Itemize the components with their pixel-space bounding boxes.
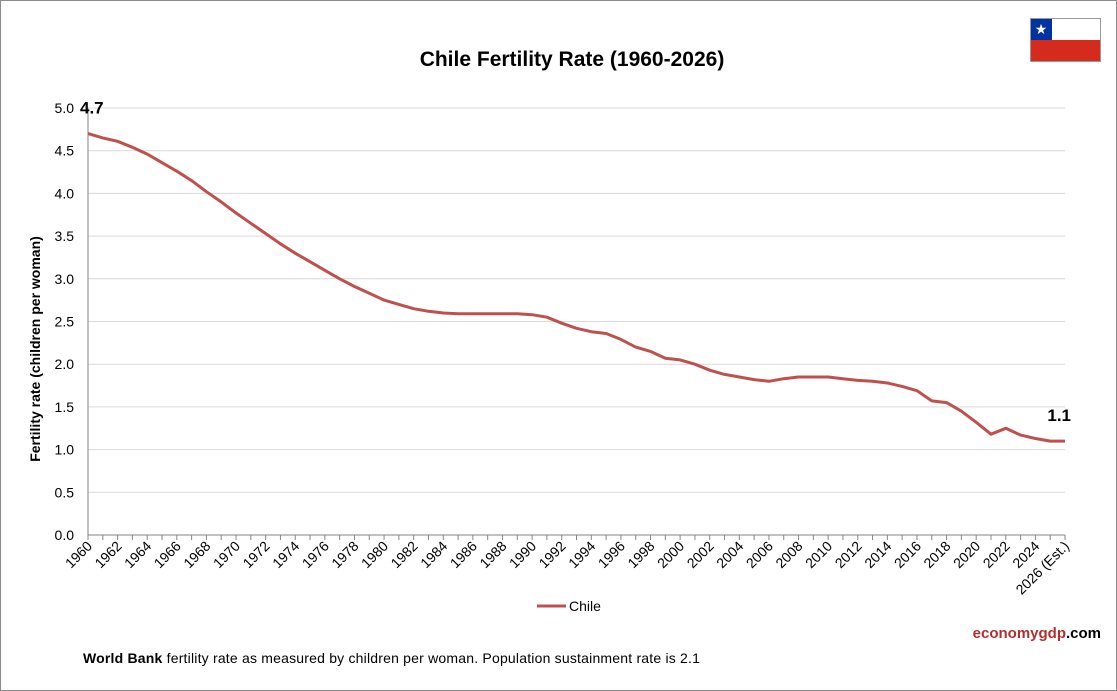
- y-tick-label: 2.0: [55, 356, 75, 372]
- grid-lines: [88, 107, 1065, 493]
- brand-domain: .com: [1065, 625, 1101, 642]
- footer-source: World Bank: [83, 650, 163, 666]
- x-tick-label: 2012: [832, 538, 865, 571]
- x-tick-label: 1990: [506, 538, 539, 571]
- x-tick-label: 1974: [269, 538, 302, 571]
- x-tick-label: 1992: [535, 538, 568, 571]
- x-tick-label: 1982: [387, 538, 420, 571]
- series-layer: [87, 132, 1065, 443]
- footer-text: fertility rate as measured by children p…: [162, 650, 701, 666]
- x-tick-label: 1962: [91, 538, 124, 571]
- data-label: 1.1: [1047, 406, 1071, 425]
- x-tick-label: 1998: [624, 538, 657, 571]
- y-tick-label: 0.0: [55, 527, 75, 543]
- chile-flag-icon: ★: [1030, 18, 1101, 62]
- flag-border: [1030, 18, 1101, 62]
- x-tick-label: 1986: [447, 538, 480, 571]
- y-tick-label: 2.5: [55, 314, 75, 330]
- y-tick-label: 4.0: [55, 185, 75, 201]
- x-tick-label: 2020: [950, 538, 983, 571]
- x-tick-label: 2016: [891, 538, 924, 571]
- x-tick-label: 1996: [595, 538, 628, 571]
- legend-label-chile: Chile: [569, 598, 601, 614]
- x-tick-label: 1966: [151, 538, 184, 571]
- x-tick-label: 2022: [980, 538, 1013, 571]
- footer-note: World Bank fertility rate as measured by…: [83, 650, 700, 666]
- x-tick-label: 2008: [772, 538, 805, 571]
- flag-red-stripe: [1030, 40, 1101, 62]
- x-tick-label: 2018: [920, 538, 953, 571]
- x-tick-label: 1978: [328, 538, 361, 571]
- x-tick-label: 1988: [476, 538, 509, 571]
- y-axis-ticks: 0.0 0.5 1.0 1.5 2.0 2.5 3.0 3.5 4.0 4.5 5.0: [55, 100, 75, 543]
- x-tick-label: 1964: [121, 538, 154, 571]
- y-tick-label: 4.5: [55, 143, 75, 159]
- x-tick-label: 1970: [210, 538, 243, 571]
- x-tick-label: 1984: [417, 538, 450, 571]
- brand-logo[interactable]: economygdp.com: [973, 625, 1101, 642]
- y-tick-label: 3.5: [55, 228, 75, 244]
- x-tick-label: 2006: [743, 538, 776, 571]
- x-tick-label: 1968: [180, 538, 213, 571]
- data-labels: 4.7 1.1: [80, 99, 1071, 425]
- y-tick-label: 0.5: [55, 484, 75, 500]
- y-axis-label: Fertility rate (children per woman): [27, 236, 43, 462]
- y-tick-label: 3.0: [55, 271, 75, 287]
- y-tick-label: 5.0: [55, 100, 75, 116]
- x-tick-label: 1980: [358, 538, 391, 571]
- data-label: 4.7: [80, 99, 104, 118]
- x-tick-label: 1972: [239, 538, 272, 571]
- x-tick-label: 2000: [654, 538, 687, 571]
- flag-star-icon: ★: [1035, 21, 1048, 37]
- x-tick-label: 1994: [565, 538, 598, 571]
- legend[interactable]: Chile: [537, 598, 601, 614]
- x-axis: 1960196219641966196819701972197419761978…: [62, 108, 1072, 598]
- flag-blue-canton: [1030, 18, 1052, 40]
- chart-title: Chile Fertility Rate (1960-2026): [420, 48, 725, 71]
- x-tick-label: 2014: [861, 538, 894, 571]
- x-tick-label: 2004: [713, 538, 746, 571]
- series-line-chile: [87, 132, 1065, 443]
- x-tick-label: 2002: [684, 538, 717, 571]
- brand-name: economygdp: [972, 625, 1066, 642]
- x-tick-label: 2010: [802, 538, 835, 571]
- x-tick-label: 1976: [299, 538, 332, 571]
- y-tick-label: 1.5: [55, 399, 75, 415]
- y-tick-label: 1.0: [55, 442, 75, 458]
